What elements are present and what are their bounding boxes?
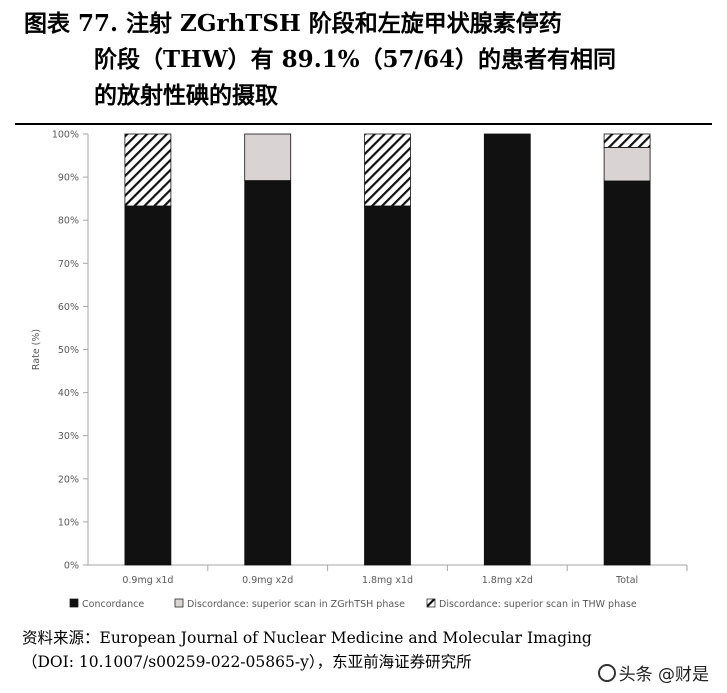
y-tick-label: 20%	[58, 474, 79, 485]
legend-swatch	[426, 598, 436, 608]
y-tick-label: 30%	[58, 431, 79, 442]
caption-line-1: 图表 77. 注射 ZGrhTSH 阶段和左旋甲状腺素停药	[24, 10, 562, 37]
y-tick-label: 0%	[64, 561, 79, 572]
bar-segment	[364, 133, 411, 207]
y-axis-title: Rate (%)	[31, 329, 42, 370]
y-tick-label: 90%	[58, 173, 79, 184]
stacked-bar-chart: 0% 10% 20% 30% 40% 50% 60% 70% 80% 90% 100% Rate (%…	[15, 126, 712, 626]
x-tick-label: 0.9mg x2d	[242, 575, 293, 586]
bar-segment	[124, 205, 172, 566]
y-tick-label: 10%	[58, 517, 79, 528]
x-tick-label: 1.8mg x2d	[482, 575, 533, 586]
watermark: 头条 @财是	[597, 660, 709, 685]
legend-swatch	[69, 598, 79, 608]
caption-line-3: 的放射性碘的摄取	[94, 82, 278, 109]
caption-divider	[15, 123, 712, 125]
source-line-1: 资料来源：European Journal of Nuclear Medicin…	[22, 629, 592, 647]
watermark-text: 头条 @财是	[618, 665, 709, 685]
watermark-logo-icon	[597, 664, 616, 682]
x-tick-label: 0.9mg x1d	[122, 575, 173, 586]
bar-segment	[124, 133, 172, 207]
y-tick-label: 40%	[58, 388, 79, 399]
x-tick-label: 1.8mg x1d	[362, 575, 413, 586]
bar-segment	[244, 180, 292, 566]
chart-svg: 0% 10% 20% 30% 40% 50% 60% 70% 80% 90% 100% Rate (%…	[31, 130, 688, 610]
bar-segment	[603, 180, 651, 566]
y-tick-label: 100%	[52, 130, 79, 141]
y-tick-label: 80%	[58, 216, 79, 227]
legend-label: Discordance: superior scan in ZGrhTSH ph…	[187, 599, 405, 610]
legend-swatch	[174, 598, 184, 608]
legend-label: Discordance: superior scan in THW phase	[439, 599, 637, 610]
x-tick-label: Total	[615, 575, 638, 586]
bar-segment	[483, 133, 531, 566]
y-tick-label: 70%	[58, 259, 79, 270]
bar-segment	[603, 146, 651, 182]
legend-label: Concordance	[82, 599, 144, 610]
source-line-2: （DOI: 10.1007/s00259-022-05865-y），东亚前海证券…	[22, 653, 472, 671]
source-note: 资料来源：European Journal of Nuclear Medicin…	[22, 626, 592, 674]
figure-caption: 图表 77. 注射 ZGrhTSH 阶段和左旋甲状腺素停药 阶段（THW）有 8…	[18, 6, 718, 114]
bar-segment	[364, 205, 411, 566]
caption-line-2: 阶段（THW）有 89.1%（57/64）的患者有相同	[94, 46, 616, 73]
bar-segment	[244, 133, 292, 181]
bar-segment	[603, 133, 651, 148]
y-tick-label: 50%	[58, 345, 79, 356]
y-tick-label: 60%	[58, 302, 79, 313]
